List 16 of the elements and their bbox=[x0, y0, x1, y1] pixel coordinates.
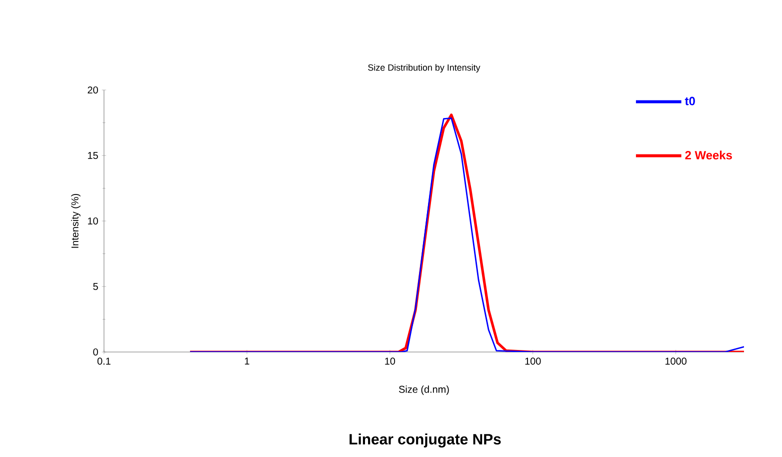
x-tick-label: 1 bbox=[244, 358, 250, 364]
x-tick-label: 100 bbox=[525, 358, 541, 365]
y-tick-label: 10 bbox=[88, 217, 98, 225]
x-tick-label: 10 bbox=[385, 358, 396, 365]
y-axis-title: Intensity (%) bbox=[71, 194, 80, 248]
x-tick-label: 1000 bbox=[665, 358, 686, 365]
legend-label: 2 Weeks bbox=[685, 150, 732, 160]
y-tick-label: 20 bbox=[88, 86, 98, 94]
x-tick-label: 0.1 bbox=[97, 358, 110, 365]
legend-label: t0 bbox=[684, 96, 695, 106]
chart-title: Size Distribution by Intensity bbox=[368, 64, 480, 72]
y-tick-label: 5 bbox=[93, 283, 98, 290]
text: Linear conjugate NPs bbox=[350, 434, 501, 448]
x-axis-title: Size (d.nm) bbox=[398, 386, 449, 395]
y-tick-label: 0 bbox=[93, 348, 98, 356]
y-tick-label: 15 bbox=[88, 152, 98, 159]
